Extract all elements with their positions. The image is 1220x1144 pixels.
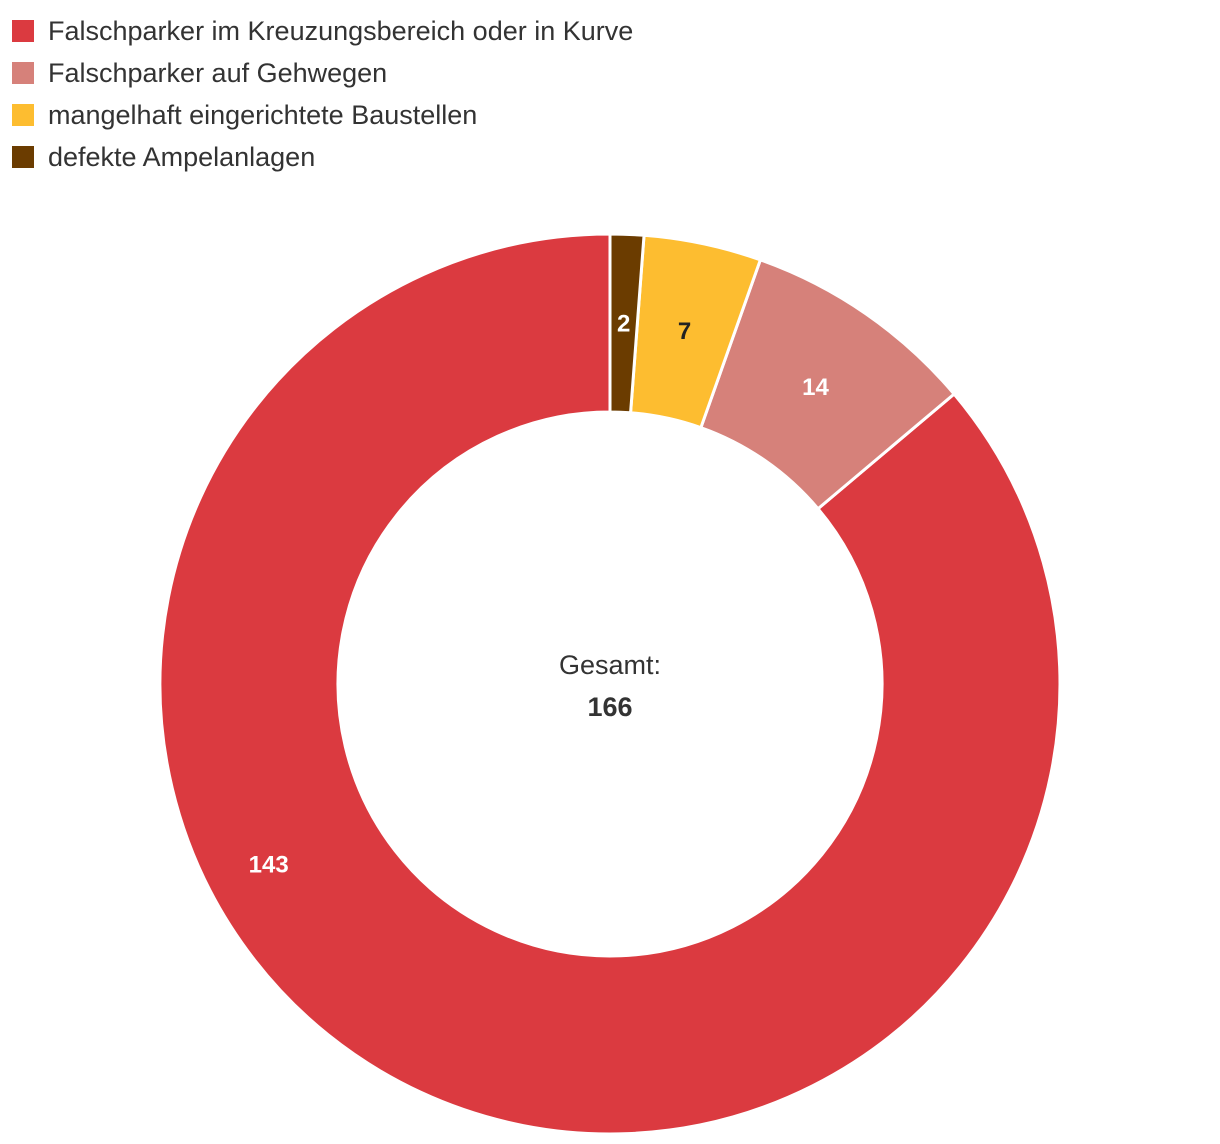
legend-item-kreuzung[interactable]: Falschparker im Kreuzungsbereich oder in… [12,10,633,52]
chart-legend: Falschparker im Kreuzungsbereich oder in… [12,10,633,178]
slice-kreuzung[interactable] [158,232,1062,1136]
slice-value-label-kreuzung: 143 [249,851,289,878]
legend-swatch-baustellen [12,104,34,126]
slice-value-label-ampeln: 2 [617,310,630,337]
slice-baustellen[interactable] [628,233,763,430]
center-label: Gesamt: [559,650,661,680]
slice-value-label-baustellen: 7 [678,318,691,345]
slice-gehwege[interactable] [698,257,957,511]
center-total: 166 [587,692,632,722]
legend-item-baustellen[interactable]: mangelhaft eingerichtete Baustellen [12,94,633,136]
slice-ampeln[interactable] [608,232,646,415]
donut-slices [158,232,1062,1136]
legend-label-gehwege: Falschparker auf Gehwegen [48,57,388,88]
legend-label-ampeln: defekte Ampelanlagen [48,141,316,172]
slice-value-labels: 143 14 7 2 [249,310,830,878]
legend-item-ampeln[interactable]: defekte Ampelanlagen [12,136,633,178]
legend-item-gehwege[interactable]: Falschparker auf Gehwegen [12,52,633,94]
legend-swatch-ampeln [12,146,34,168]
legend-swatch-gehwege [12,62,34,84]
legend-label-kreuzung: Falschparker im Kreuzungsbereich oder in… [48,15,634,46]
legend-swatch-kreuzung [12,20,34,42]
slice-value-label-gehwege: 14 [802,374,829,401]
legend-label-baustellen: mangelhaft eingerichtete Baustellen [48,99,478,130]
